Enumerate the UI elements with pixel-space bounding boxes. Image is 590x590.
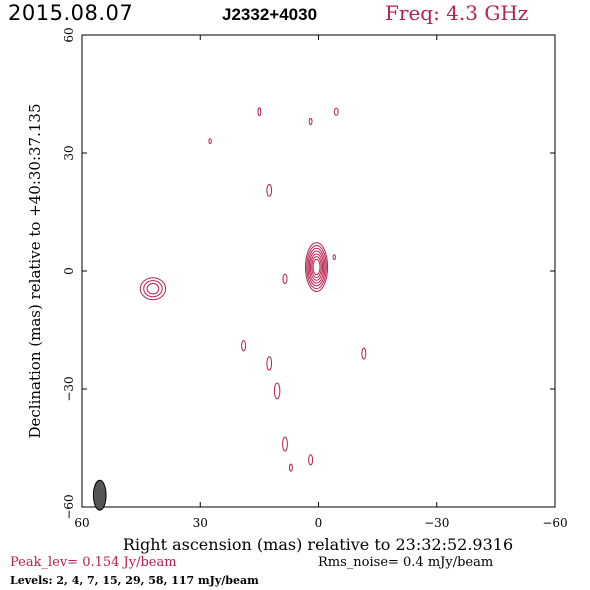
- contour-component: [273, 382, 281, 400]
- contour-component: [289, 463, 293, 472]
- contour-ring: [308, 250, 325, 284]
- contour-ring: [282, 273, 288, 285]
- x-tick-label: −60: [542, 516, 567, 530]
- x-tick-label: 60: [74, 516, 89, 530]
- x-tick-label: 0: [315, 516, 323, 530]
- peak-level: Peak_lev= 0.154 Jy/beam: [10, 555, 177, 570]
- contour-ring: [266, 356, 273, 371]
- contour-ring: [143, 280, 163, 298]
- contour-components: [139, 107, 367, 472]
- x-tick-labels: 60 30 0 −30 −60: [74, 516, 567, 530]
- y-tick-label: 30: [62, 145, 76, 160]
- contour-component: [333, 107, 339, 116]
- beam-ellipse: [92, 479, 107, 511]
- contour-ring: [304, 242, 329, 292]
- contour-component: [308, 454, 314, 466]
- plot-frame: [81, 34, 556, 508]
- contour-component: [361, 347, 367, 360]
- y-tick-label: −60: [62, 494, 76, 519]
- y-tick-labels: 60 30 0 −30 −60: [62, 27, 76, 519]
- contour-ring: [257, 107, 262, 117]
- contour-ring: [208, 138, 212, 145]
- contour-component: [139, 277, 167, 301]
- contour-ring: [311, 256, 322, 279]
- observation-date: 2015.08.07: [8, 1, 134, 25]
- contour-ring: [333, 107, 339, 116]
- contour-ring: [312, 258, 321, 276]
- contour-ring: [306, 244, 327, 290]
- contour-ring: [289, 463, 293, 472]
- contour-ring: [266, 183, 273, 197]
- contour-component: [304, 242, 329, 292]
- y-axis-label: Declination (mas) relative to +40:30:37.…: [26, 103, 44, 438]
- contour-component: [241, 340, 247, 352]
- x-tick-label: −30: [424, 516, 449, 530]
- contour-ring: [307, 247, 326, 287]
- contour-component: [257, 107, 262, 117]
- contour-component: [332, 254, 336, 261]
- beam-ellipse-group: [92, 479, 107, 511]
- contour-ring: [332, 254, 336, 261]
- frequency-label: Freq: 4.3 GHz: [385, 1, 529, 25]
- contour-ring: [308, 117, 313, 126]
- contour-component: [208, 138, 212, 145]
- contour-component: [308, 117, 313, 126]
- x-tick-label: 30: [193, 516, 208, 530]
- contour-ring: [310, 253, 324, 281]
- y-tick-label: 60: [62, 27, 76, 42]
- source-name: J2332+4030: [222, 5, 318, 24]
- y-tick-label: 0: [62, 267, 76, 275]
- contour-component: [282, 436, 288, 452]
- contour-ring: [308, 454, 314, 466]
- tick-marks: [81, 34, 556, 508]
- contour-ring: [282, 436, 288, 452]
- contour-ring: [146, 283, 160, 295]
- contour-component: [266, 183, 273, 197]
- contour-ring: [361, 347, 367, 360]
- contour-ring: [139, 277, 167, 301]
- contour-component: [266, 356, 273, 371]
- contour-ring: [273, 382, 281, 400]
- x-axis-label: Right ascension (mas) relative to 23:32:…: [123, 535, 513, 554]
- contour-ring: [241, 340, 247, 352]
- contour-levels: Levels: 2, 4, 7, 15, 29, 58, 117 mJy/bea…: [10, 574, 259, 587]
- y-tick-label: −30: [62, 376, 76, 401]
- contour-component: [282, 273, 288, 285]
- rms-noise: Rms_noise= 0.4 mJy/beam: [318, 555, 494, 570]
